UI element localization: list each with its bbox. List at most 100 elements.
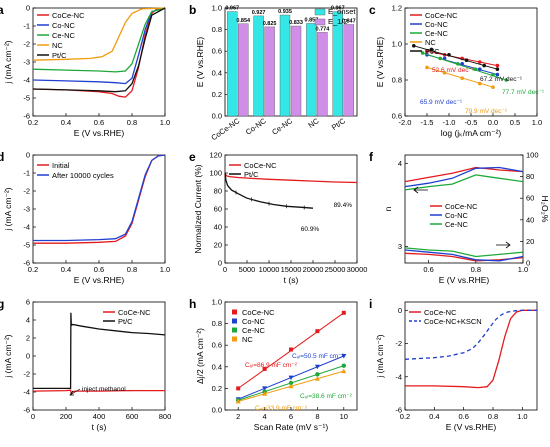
y-tick-label: 0.8 xyxy=(392,76,402,85)
plot-frame-g xyxy=(32,301,166,411)
x-tick-label: 0.5 xyxy=(510,118,520,127)
legend-entry: Pt/C xyxy=(52,51,67,60)
panel-letter: c xyxy=(369,3,376,17)
legend-entry: NC xyxy=(242,335,253,344)
series-line-Ce-NC xyxy=(32,7,166,73)
y-axis-label: j (mA cm⁻²) xyxy=(375,334,385,378)
x-tick-label: 6 xyxy=(289,412,293,421)
x-tick-label: 10 xyxy=(340,412,348,421)
x-tick-label: 25000 xyxy=(325,265,346,274)
legend-entry: CoCe-NC xyxy=(425,11,458,20)
data-marker xyxy=(262,366,267,371)
x-tick-label: 10000 xyxy=(259,265,280,274)
slope-annotation: 52.6 mV dec⁻¹ xyxy=(432,67,475,74)
x-tick-label: 1.0 xyxy=(517,412,527,421)
y-tick-label: 0 xyxy=(398,306,402,315)
legend-entry: CoCe-NC xyxy=(445,202,478,211)
y-tick-label: -2 xyxy=(23,187,30,196)
series-line-Co-NC n xyxy=(404,166,524,188)
y-right-tick-label: 60 xyxy=(526,194,534,203)
y-right-tick-label: 0 xyxy=(526,259,530,268)
x-tick-label: 0 xyxy=(31,412,35,421)
panel-letter: g xyxy=(0,297,4,311)
scatter-point-NC xyxy=(425,65,429,70)
y-tick-label: 0.4 xyxy=(212,68,222,77)
inject-annotation: inject methanol xyxy=(82,386,126,393)
x-tick-label: 1.0 xyxy=(160,265,170,274)
series-line-Pt/C xyxy=(32,7,166,93)
panel-letter: f xyxy=(369,150,374,164)
y-tick-label: 0 xyxy=(26,151,30,160)
y-tick-label: 0.2 xyxy=(212,90,222,99)
bar-value-label: 0.857 xyxy=(305,17,319,23)
bar-value-label: 0.833 xyxy=(289,20,303,26)
x-tick-label: 600 xyxy=(126,412,139,421)
y-tick-label: -4 xyxy=(23,223,30,232)
y-axis-label: Normalized Current (%) xyxy=(193,164,203,253)
retention-label: 89.4% xyxy=(334,202,353,209)
panel-letter: e xyxy=(189,150,196,164)
y-tick-label: 1.2 xyxy=(392,4,402,13)
y-tick-label: 0.4 xyxy=(212,362,222,371)
panel-d xyxy=(32,154,166,264)
x-tick-label: -1.0 xyxy=(443,118,456,127)
slope-annotation: 67.2 mV dec⁻¹ xyxy=(480,76,523,83)
series-line-Co-NC H2O2% xyxy=(404,249,524,262)
y-axis-label: E (V vs.RHE) xyxy=(195,37,205,88)
data-marker xyxy=(314,376,320,381)
legend-entry: Ce-NC xyxy=(425,29,449,38)
y-tick-label: 0.8 xyxy=(212,319,222,328)
x-axis-label: E (V vs.RHE) xyxy=(74,128,125,138)
legend-entry: CoCe-NC xyxy=(244,161,277,170)
x-axis-label: Scan Rate (mV s⁻¹) xyxy=(254,422,329,432)
series-line-After 10000 cycles xyxy=(33,154,166,242)
panel-letter: a xyxy=(0,3,4,17)
x-axis-label: E (V vs.RHE) xyxy=(439,275,490,285)
scatter-point-Co-NC xyxy=(495,72,500,77)
x-tick-label: 0.2 xyxy=(28,118,38,127)
bar-value-label: 0.927 xyxy=(252,10,266,16)
x-tick-label: 0.4 xyxy=(429,412,439,421)
bar-half-NC xyxy=(317,32,328,117)
x-tick-label: -1.5 xyxy=(421,118,434,127)
panel-h xyxy=(224,301,358,411)
y-tick-label: 0.0 xyxy=(212,406,222,415)
bar-value-label: 0.825 xyxy=(263,21,277,27)
y-tick-label: 40 xyxy=(214,223,222,232)
x-tick-label: 0.6 xyxy=(94,118,104,127)
y-tick-label: 0.0 xyxy=(212,112,222,121)
legend-entry: Co-NC xyxy=(242,317,266,326)
y-tick-label: -6 xyxy=(23,259,30,268)
panel-letter: h xyxy=(189,297,196,311)
x-tick-label: 0.6 xyxy=(423,265,433,274)
bar-onset-Co-NC xyxy=(253,15,264,117)
legend-entry: Co-NC xyxy=(52,21,76,30)
cdl-annotation: Cₑₗ=86.9 mF cm⁻² xyxy=(245,362,298,369)
legend-entry: Initial xyxy=(52,161,70,170)
x-tick-label: 0.8 xyxy=(127,265,137,274)
legend-marker xyxy=(232,318,237,324)
y-tick-label: 80 xyxy=(214,187,222,196)
x-category-label: Ce-NC xyxy=(270,116,294,137)
x-tick-label: 800 xyxy=(159,412,172,421)
arrow-right-icon xyxy=(496,241,511,249)
y-tick-label: 0 xyxy=(218,259,222,268)
y-tick-label: -3 xyxy=(23,205,30,214)
x-tick-label: 200 xyxy=(60,412,73,421)
x-tick-label: 1.0 xyxy=(532,118,542,127)
legend-marker xyxy=(232,336,237,342)
series-line-CoCe-NC xyxy=(405,309,537,389)
data-marker xyxy=(288,375,294,381)
y-tick-label: -6 xyxy=(23,112,30,121)
y-tick-label: -2 xyxy=(23,370,30,379)
legend-entry: Co-NC xyxy=(445,211,469,220)
data-marker xyxy=(315,372,320,377)
x-axis-label: E (V vs.RHE) xyxy=(74,275,125,285)
data-marker xyxy=(289,347,293,352)
cdl-annotation: Cₑₗ=33.9 mF cm⁻² xyxy=(255,405,308,412)
y-tick-label: -3 xyxy=(23,58,30,67)
arrow-left-icon xyxy=(413,186,428,194)
y-tick-label: 4 xyxy=(26,316,30,325)
x-tick-label: 20000 xyxy=(303,265,324,274)
x-tick-label: 5000 xyxy=(239,265,256,274)
